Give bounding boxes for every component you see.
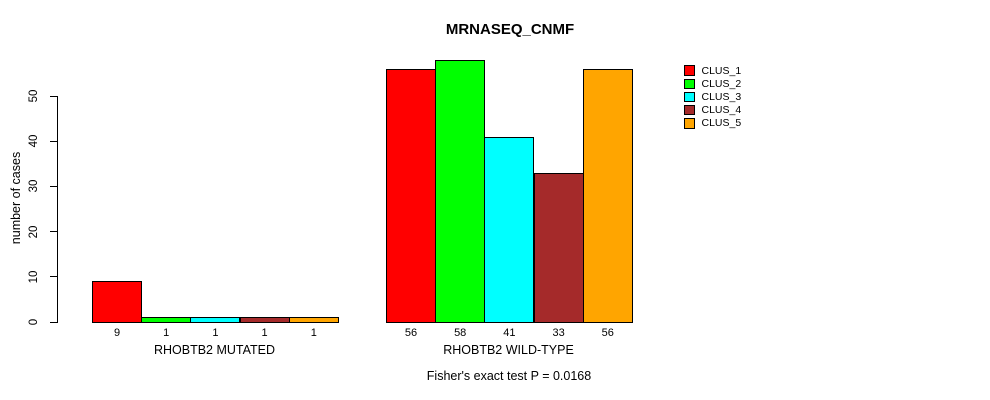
legend-swatch xyxy=(684,104,695,116)
bar-clus_4-group2 xyxy=(533,172,584,323)
bar-value-label: 56 xyxy=(601,327,614,339)
bar-value-label: 33 xyxy=(552,327,565,339)
legend-swatch xyxy=(684,65,695,76)
chart-title: MRNASEQ_CNMF xyxy=(445,21,575,38)
bar-clus_3-group1 xyxy=(190,317,241,323)
bar-value-label: 1 xyxy=(163,327,170,339)
legend-item-clus_3: CLUS_3 xyxy=(684,90,741,103)
legend-label: CLUS_1 xyxy=(701,64,742,77)
legend: CLUS_1 CLUS_2 CLUS_3 CLUS_4 CLUS_5 xyxy=(684,64,741,130)
bar-value-label: 58 xyxy=(454,327,467,339)
bar-value-label: 56 xyxy=(404,327,418,339)
bar-clus_1-group2 xyxy=(386,68,436,323)
legend-item-clus_4: CLUS_4 xyxy=(684,104,741,117)
legend-swatch xyxy=(684,118,695,129)
legend-item-clus_2: CLUS_2 xyxy=(684,77,741,90)
y-tick-label-text: 20 xyxy=(28,225,40,238)
legend-swatch xyxy=(684,91,695,103)
bar-clus_3-group2 xyxy=(484,136,535,323)
y-tick-mark xyxy=(50,95,57,97)
bar-clus_5-group1 xyxy=(288,317,339,323)
legend-item-clus_5: CLUS_5 xyxy=(684,117,741,130)
bar-clus_4-group1 xyxy=(239,317,290,323)
y-tick-label-text: 0 xyxy=(28,318,40,326)
y-tick-label-text: 30 xyxy=(28,179,40,193)
bar-clus_1-group1 xyxy=(92,281,142,323)
bar-value-label: 9 xyxy=(113,327,121,339)
legend-label: CLUS_2 xyxy=(701,77,742,90)
legend-item-clus_1: CLUS_1 xyxy=(684,64,741,77)
y-tick-mark xyxy=(50,321,57,323)
legend-label: CLUS_4 xyxy=(701,104,742,117)
group-label-mutated: RHOBTB2 MUTATED xyxy=(153,343,276,357)
y-tick-label-text: 40 xyxy=(28,134,40,148)
fisher-test-caption: Fisher's exact test P = 0.0168 xyxy=(426,369,592,383)
bar-clus_2-group2 xyxy=(435,59,486,323)
y-tick-mark xyxy=(50,231,57,233)
bar-value-label: 1 xyxy=(261,327,268,339)
y-tick-mark xyxy=(50,140,57,142)
y-tick-mark xyxy=(50,276,57,278)
legend-label: CLUS_3 xyxy=(701,90,742,103)
y-axis-line xyxy=(57,96,58,323)
bar-value-label: 1 xyxy=(310,327,317,339)
y-tick-label-text: 10 xyxy=(28,270,40,284)
y-tick-mark xyxy=(50,185,57,187)
y-tick-label-text: 50 xyxy=(28,89,40,103)
bar-clus_5-group2 xyxy=(582,68,633,323)
legend-label: CLUS_5 xyxy=(701,117,742,130)
bar-value-label: 1 xyxy=(212,327,219,339)
group-label-wildtype: RHOBTB2 WILD-TYPE xyxy=(443,343,574,357)
legend-swatch xyxy=(684,78,695,90)
y-axis-title-text: number of cases xyxy=(9,151,23,245)
bar-value-label: 41 xyxy=(503,327,516,339)
bar-clus_2-group1 xyxy=(141,317,192,323)
